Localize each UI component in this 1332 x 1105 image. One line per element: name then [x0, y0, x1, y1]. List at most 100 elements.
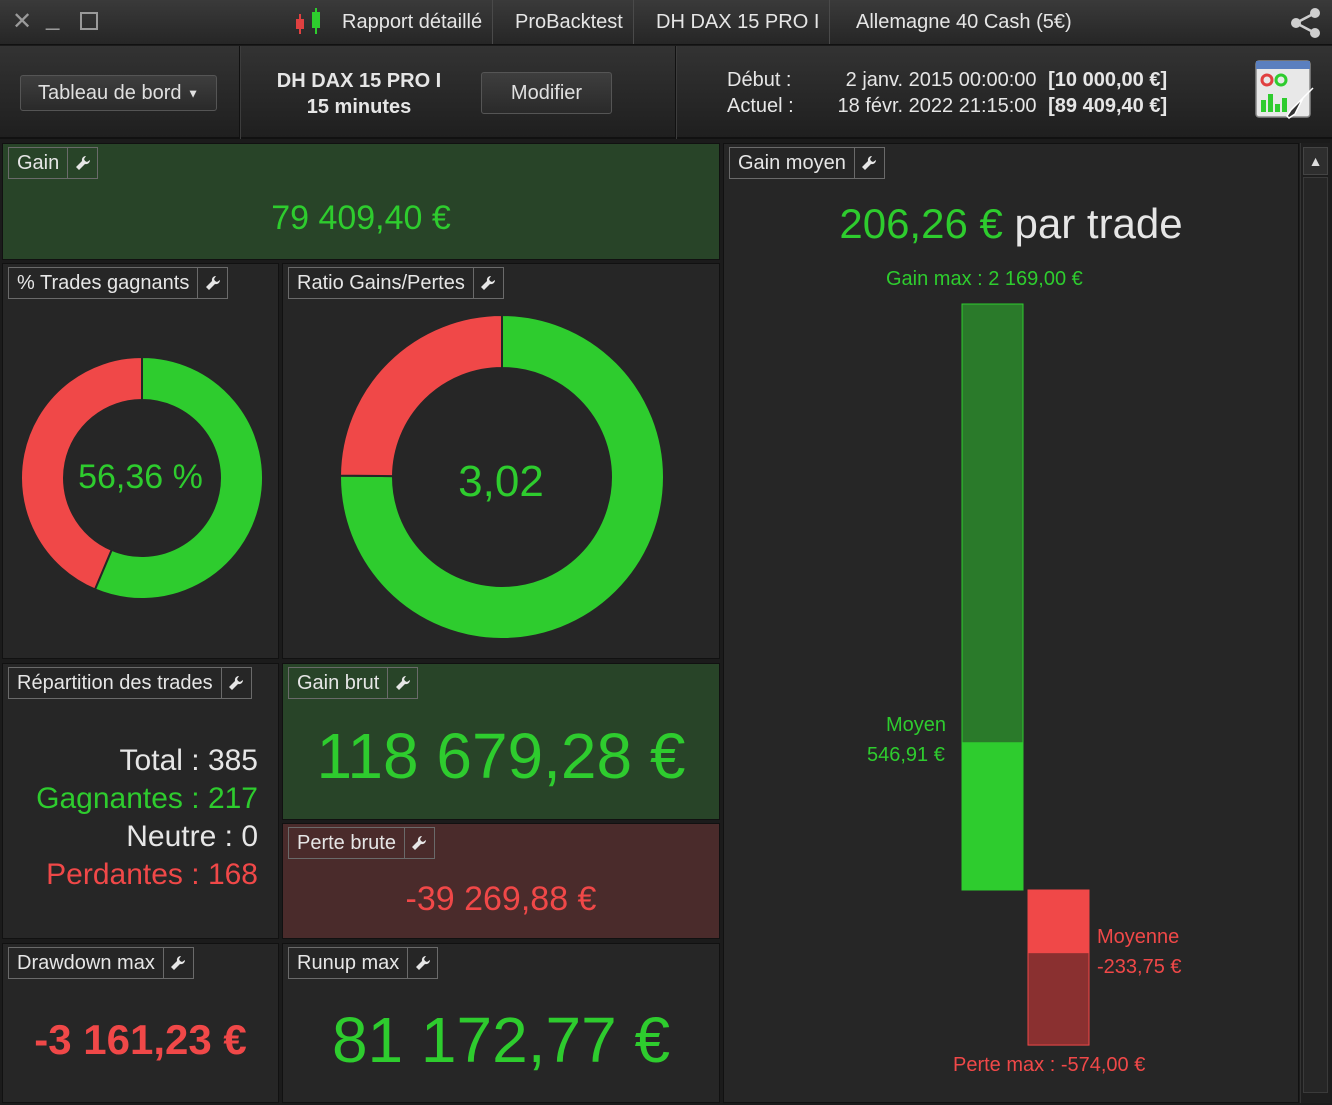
toolbar-separator: [239, 46, 241, 139]
neutral-value: 0: [241, 820, 258, 853]
winning-value: 217: [207, 782, 258, 815]
ratio-win-slice: [339, 313, 665, 640]
start-label: Début :: [727, 69, 792, 91]
toolbar: Tableau de bord ▼ DH DAX 15 PRO I 15 min…: [0, 46, 1332, 139]
strategy-name: DH DAX 15 PRO I: [276, 70, 442, 92]
gross-gain-title: Gain brut: [288, 667, 419, 699]
wrench-icon[interactable]: [197, 268, 227, 298]
ratio-title: Ratio Gains/Pertes: [288, 267, 504, 299]
losing-row: Perdantes : 168: [36, 856, 258, 894]
start-date: 2 janv. 2015 00:00:00: [845, 69, 1037, 91]
winning-row: Gagnantes : 217: [36, 780, 258, 818]
wrench-icon[interactable]: [403, 828, 434, 858]
losing-label: Perdantes :: [46, 858, 200, 891]
drawdown-value: -3 161,23 €: [34, 1016, 247, 1063]
average-loss-label: Moyenne: [1097, 926, 1180, 948]
scrollbar-track[interactable]: [1303, 177, 1328, 1093]
wrench-icon[interactable]: [220, 668, 251, 698]
average-gain-value: 206,26 €: [839, 200, 1003, 247]
dashboard-label: Tableau de bord: [38, 82, 182, 104]
panel-title-label: Gain moyen: [738, 152, 846, 174]
average-win-bar: [962, 742, 1023, 890]
maximize-icon[interactable]: [80, 12, 98, 30]
wrench-icon[interactable]: [67, 148, 97, 178]
start-capital: [10 000,00 €]: [1048, 69, 1168, 91]
gross-gain-panel: Gain brut 118 679,28 €: [282, 663, 720, 820]
vertical-scrollbar[interactable]: ▲: [1300, 143, 1330, 1103]
win-rate-title: % Trades gagnants: [8, 267, 229, 299]
wrench-icon[interactable]: [472, 268, 503, 298]
wrench-icon[interactable]: [853, 148, 884, 178]
gross-loss-title: Perte brute: [288, 827, 435, 859]
average-loss-value: -233,75 €: [1097, 956, 1182, 978]
win-rate-panel: % Trades gagnants 56,36 %: [2, 263, 279, 659]
total-row: Total : 385: [36, 742, 258, 780]
title-bar: ✕ _ Rapport détaillé ProBacktest DH DAX …: [0, 0, 1332, 45]
panel-title-label: Ratio Gains/Pertes: [297, 272, 465, 294]
panel-title-label: Runup max: [297, 952, 400, 974]
distribution-title: Répartition des trades: [8, 667, 252, 699]
tab-detailed-report[interactable]: Rapport détaillé: [332, 0, 494, 44]
trade-distribution-panel: Répartition des trades Total : 385 Gagna…: [2, 663, 279, 939]
panel-title-label: Perte brute: [297, 832, 396, 854]
ratio-loss-slice: [338, 313, 503, 478]
distribution-list: Total : 385 Gagnantes : 217 Neutre : 0 P…: [36, 742, 258, 894]
max-runup-panel: Runup max 81 172,77 €: [282, 943, 720, 1103]
max-gain-label: Gain max : 2 169,00 €: [886, 268, 1083, 290]
gain-panel: Gain 79 409,40 €: [2, 143, 720, 260]
wrench-icon[interactable]: [387, 668, 417, 698]
average-gain-panel: Gain moyen 206,26 € par trade Gain max :…: [723, 143, 1299, 1103]
tab-probacktest[interactable]: ProBacktest: [505, 0, 634, 44]
date-range: Début : 2 janv. 2015 00:00:00 [10 000,00…: [727, 67, 1167, 119]
gain-loss-ratio-panel: Ratio Gains/Pertes 3,02: [282, 263, 720, 659]
strategy-info: DH DAX 15 PRO I 15 minutes: [244, 68, 474, 120]
winning-label: Gagnantes :: [36, 782, 200, 815]
ratio-value: 3,02: [458, 457, 544, 506]
current-date: 18 févr. 2022 21:15:00: [837, 95, 1037, 117]
current-capital: [89 409,40 €]: [1048, 95, 1168, 117]
timeframe: 15 minutes: [306, 96, 412, 118]
tab-instrument[interactable]: Allemagne 40 Cash (5€): [856, 11, 1072, 33]
win-rate-win-slice: [93, 355, 264, 600]
share-icon[interactable]: [1288, 6, 1324, 45]
gross-loss-panel: Perte brute -39 269,88 €: [282, 823, 720, 939]
gain-value: 79 409,40 €: [271, 199, 451, 237]
report-settings-icon[interactable]: [1255, 60, 1315, 127]
panel-title-label: Répartition des trades: [17, 672, 213, 694]
wrench-icon[interactable]: [162, 948, 193, 978]
dashboard-dropdown[interactable]: Tableau de bord ▼: [20, 75, 217, 111]
panel-title-label: Drawdown max: [17, 952, 155, 974]
runup-title: Runup max: [288, 947, 439, 979]
panel-title-label: Gain brut: [297, 672, 380, 694]
average-loss-bar: [1028, 890, 1089, 954]
total-label: Total :: [119, 744, 200, 777]
win-rate-loss-slice: [20, 355, 143, 591]
wrench-icon[interactable]: [407, 948, 437, 978]
max-loss-label: Perte max : -574,00 €: [953, 1054, 1146, 1076]
tab-strategy[interactable]: DH DAX 15 PRO I: [646, 0, 831, 44]
average-gain-suffix: par trade: [1014, 200, 1183, 247]
gross-loss-value: -39 269,88 €: [405, 880, 597, 918]
total-value: 385: [207, 744, 258, 777]
runup-value: 81 172,77 €: [331, 1004, 671, 1076]
average-win-value: 546,91 €: [867, 744, 945, 766]
gross-gain-value: 118 679,28 €: [316, 720, 686, 792]
neutral-row: Neutre : 0: [36, 818, 258, 856]
minimize-icon[interactable]: _: [46, 4, 60, 31]
candlestick-icon: [294, 6, 328, 43]
modify-button[interactable]: Modifier: [481, 72, 612, 114]
current-label: Actuel :: [727, 95, 794, 117]
average-gain-title: Gain moyen: [729, 147, 885, 179]
toolbar-separator: [675, 46, 677, 139]
drawdown-title: Drawdown max: [8, 947, 194, 979]
panel-title-label: Gain: [17, 152, 60, 174]
panel-title-label: % Trades gagnants: [17, 272, 190, 294]
win-rate-value: 56,36 %: [78, 458, 203, 496]
win-rate-donut: [20, 355, 264, 600]
scroll-up-icon[interactable]: ▲: [1303, 147, 1328, 175]
chevron-down-icon: ▼: [187, 86, 199, 101]
neutral-label: Neutre :: [126, 820, 233, 853]
ratio-donut: [338, 313, 665, 640]
close-icon[interactable]: ✕: [12, 8, 33, 35]
gain-title: Gain: [8, 147, 99, 179]
